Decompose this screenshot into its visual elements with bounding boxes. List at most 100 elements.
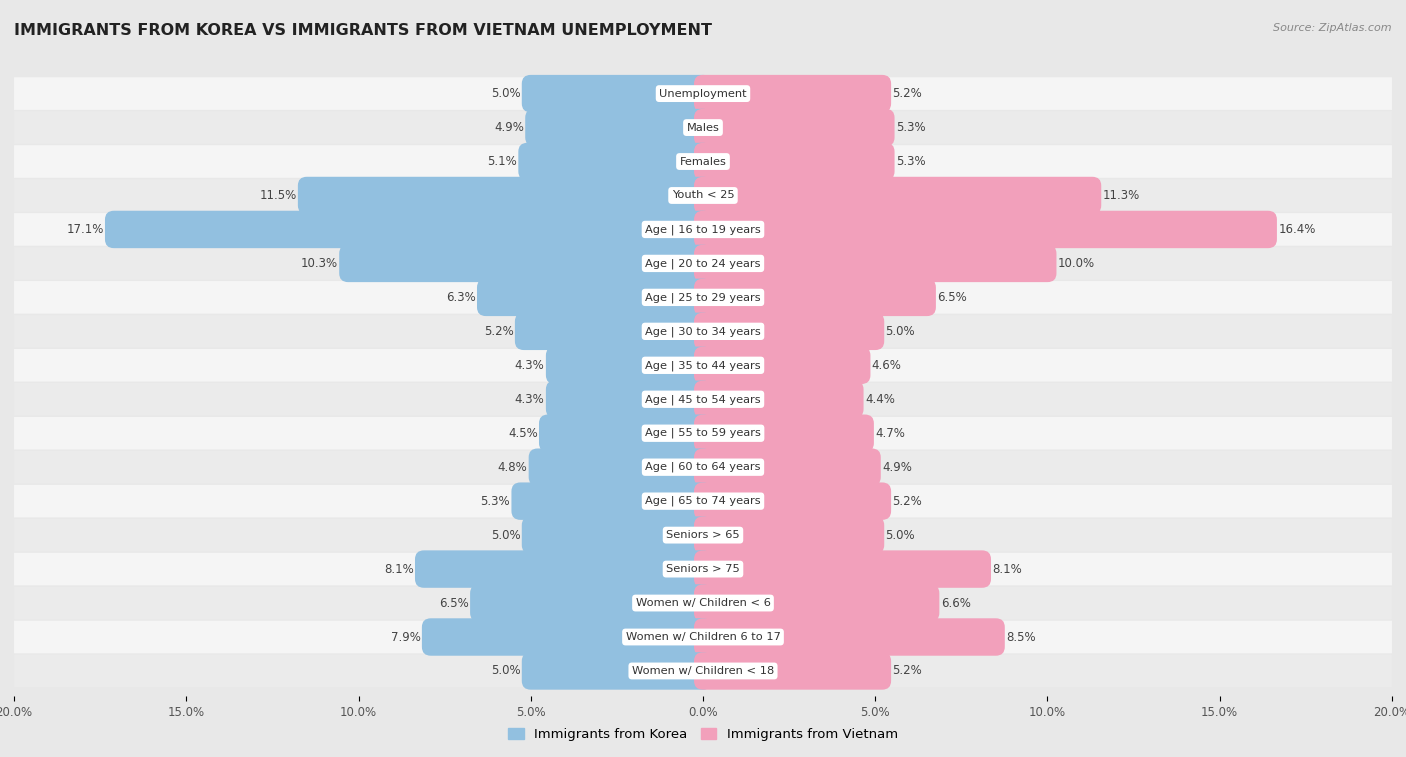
FancyBboxPatch shape <box>14 315 1392 347</box>
FancyBboxPatch shape <box>522 75 711 112</box>
Text: 5.3%: 5.3% <box>896 155 925 168</box>
FancyBboxPatch shape <box>14 281 1392 313</box>
Text: 8.1%: 8.1% <box>993 562 1022 575</box>
FancyBboxPatch shape <box>14 383 1392 416</box>
Text: 4.3%: 4.3% <box>515 359 544 372</box>
FancyBboxPatch shape <box>298 177 711 214</box>
FancyBboxPatch shape <box>14 111 1392 144</box>
Text: 4.9%: 4.9% <box>494 121 524 134</box>
FancyBboxPatch shape <box>695 177 1101 214</box>
Text: 5.0%: 5.0% <box>886 528 915 541</box>
Text: 8.1%: 8.1% <box>384 562 413 575</box>
Text: Unemployment: Unemployment <box>659 89 747 98</box>
Text: Age | 20 to 24 years: Age | 20 to 24 years <box>645 258 761 269</box>
Text: 11.3%: 11.3% <box>1102 189 1140 202</box>
Text: 4.8%: 4.8% <box>498 461 527 474</box>
FancyBboxPatch shape <box>515 313 711 350</box>
FancyBboxPatch shape <box>695 415 875 452</box>
FancyBboxPatch shape <box>14 77 1392 110</box>
FancyBboxPatch shape <box>512 482 711 520</box>
Text: 10.0%: 10.0% <box>1057 257 1095 270</box>
FancyBboxPatch shape <box>695 584 939 621</box>
Text: 10.3%: 10.3% <box>301 257 337 270</box>
FancyBboxPatch shape <box>695 482 891 520</box>
FancyBboxPatch shape <box>14 179 1392 212</box>
FancyBboxPatch shape <box>695 313 884 350</box>
Text: Age | 65 to 74 years: Age | 65 to 74 years <box>645 496 761 506</box>
FancyBboxPatch shape <box>695 516 884 554</box>
FancyBboxPatch shape <box>695 618 1005 656</box>
Text: 4.7%: 4.7% <box>875 427 905 440</box>
Text: 5.0%: 5.0% <box>491 87 520 100</box>
Text: Women w/ Children < 6: Women w/ Children < 6 <box>636 598 770 608</box>
FancyBboxPatch shape <box>695 143 894 180</box>
Text: 5.2%: 5.2% <box>893 494 922 508</box>
Text: 8.5%: 8.5% <box>1007 631 1036 643</box>
Text: 5.0%: 5.0% <box>491 528 520 541</box>
FancyBboxPatch shape <box>546 381 711 418</box>
Text: 5.2%: 5.2% <box>893 665 922 678</box>
Text: 4.4%: 4.4% <box>865 393 894 406</box>
FancyBboxPatch shape <box>695 381 863 418</box>
FancyBboxPatch shape <box>695 109 894 146</box>
FancyBboxPatch shape <box>14 417 1392 450</box>
Text: 5.1%: 5.1% <box>488 155 517 168</box>
Text: 5.0%: 5.0% <box>491 665 520 678</box>
FancyBboxPatch shape <box>14 621 1392 653</box>
Text: Age | 30 to 34 years: Age | 30 to 34 years <box>645 326 761 337</box>
FancyBboxPatch shape <box>339 245 711 282</box>
Text: Women w/ Children 6 to 17: Women w/ Children 6 to 17 <box>626 632 780 642</box>
FancyBboxPatch shape <box>538 415 711 452</box>
Text: 4.3%: 4.3% <box>515 393 544 406</box>
FancyBboxPatch shape <box>695 279 936 316</box>
Text: 6.6%: 6.6% <box>941 597 970 609</box>
Text: 4.5%: 4.5% <box>508 427 537 440</box>
FancyBboxPatch shape <box>695 347 870 384</box>
FancyBboxPatch shape <box>105 210 711 248</box>
Text: Males: Males <box>686 123 720 132</box>
Text: 11.5%: 11.5% <box>259 189 297 202</box>
FancyBboxPatch shape <box>546 347 711 384</box>
FancyBboxPatch shape <box>519 143 711 180</box>
Text: 16.4%: 16.4% <box>1278 223 1316 236</box>
FancyBboxPatch shape <box>422 618 711 656</box>
Text: Age | 45 to 54 years: Age | 45 to 54 years <box>645 394 761 404</box>
Text: Seniors > 75: Seniors > 75 <box>666 564 740 574</box>
Text: Age | 25 to 29 years: Age | 25 to 29 years <box>645 292 761 303</box>
FancyBboxPatch shape <box>14 247 1392 280</box>
FancyBboxPatch shape <box>695 653 891 690</box>
Text: 17.1%: 17.1% <box>66 223 104 236</box>
Text: 7.9%: 7.9% <box>391 631 420 643</box>
Text: 5.0%: 5.0% <box>886 325 915 338</box>
FancyBboxPatch shape <box>695 75 891 112</box>
Text: 5.2%: 5.2% <box>484 325 513 338</box>
FancyBboxPatch shape <box>522 653 711 690</box>
Text: Youth < 25: Youth < 25 <box>672 191 734 201</box>
Text: 5.3%: 5.3% <box>481 494 510 508</box>
Text: Age | 35 to 44 years: Age | 35 to 44 years <box>645 360 761 371</box>
Text: Females: Females <box>679 157 727 167</box>
Text: 5.2%: 5.2% <box>893 87 922 100</box>
FancyBboxPatch shape <box>14 587 1392 619</box>
FancyBboxPatch shape <box>14 451 1392 484</box>
FancyBboxPatch shape <box>14 484 1392 518</box>
FancyBboxPatch shape <box>529 448 711 486</box>
Text: Age | 60 to 64 years: Age | 60 to 64 years <box>645 462 761 472</box>
Text: 6.5%: 6.5% <box>938 291 967 304</box>
Text: IMMIGRANTS FROM KOREA VS IMMIGRANTS FROM VIETNAM UNEMPLOYMENT: IMMIGRANTS FROM KOREA VS IMMIGRANTS FROM… <box>14 23 711 38</box>
Text: Seniors > 65: Seniors > 65 <box>666 530 740 540</box>
FancyBboxPatch shape <box>14 145 1392 178</box>
Text: 6.5%: 6.5% <box>439 597 468 609</box>
Legend: Immigrants from Korea, Immigrants from Vietnam: Immigrants from Korea, Immigrants from V… <box>502 723 904 746</box>
Text: Source: ZipAtlas.com: Source: ZipAtlas.com <box>1274 23 1392 33</box>
Text: Age | 16 to 19 years: Age | 16 to 19 years <box>645 224 761 235</box>
Text: 4.9%: 4.9% <box>882 461 912 474</box>
FancyBboxPatch shape <box>14 519 1392 551</box>
FancyBboxPatch shape <box>470 584 711 621</box>
FancyBboxPatch shape <box>695 448 880 486</box>
Text: Women w/ Children < 18: Women w/ Children < 18 <box>631 666 775 676</box>
FancyBboxPatch shape <box>14 655 1392 687</box>
Text: 5.3%: 5.3% <box>896 121 925 134</box>
FancyBboxPatch shape <box>415 550 711 587</box>
Text: Age | 55 to 59 years: Age | 55 to 59 years <box>645 428 761 438</box>
